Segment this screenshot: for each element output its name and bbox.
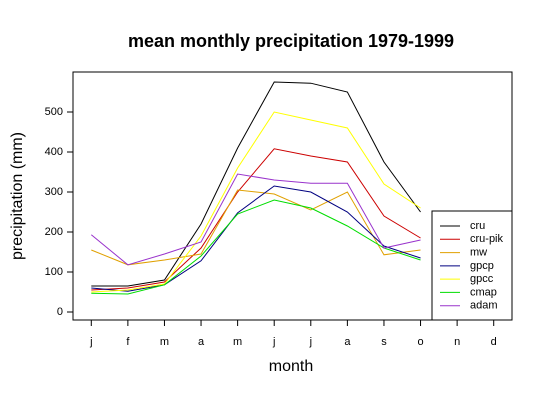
series-line	[90, 173, 421, 266]
x-tick-label: m	[233, 336, 242, 348]
series-line	[91, 185, 421, 292]
x-tick-label: j	[309, 336, 312, 348]
x-tick-label: a	[198, 336, 205, 348]
x-tick-label: d	[491, 336, 497, 348]
x-tick-label: f	[126, 336, 130, 348]
legend-label: cru	[470, 220, 485, 232]
legend-label: adam	[470, 300, 498, 312]
legend-label: cmap	[470, 286, 497, 298]
y-tick-label: 0	[57, 306, 63, 318]
x-tick-label: o	[417, 336, 423, 348]
y-tick-label: 500	[45, 106, 63, 118]
series-line	[91, 199, 421, 295]
x-tick-label: a	[344, 336, 351, 348]
y-tick-label: 400	[45, 146, 63, 158]
x-tick-label: s	[381, 336, 387, 348]
x-tick-label: m	[160, 336, 169, 348]
y-tick-label: 200	[45, 226, 63, 238]
series-line	[91, 111, 421, 293]
plot-frame	[72, 71, 513, 321]
series-line	[91, 148, 421, 291]
series-line	[91, 189, 421, 266]
legend-label: gpcc	[470, 273, 494, 285]
y-axis-label: precipitation (mm)	[9, 132, 26, 260]
x-tick-label: n	[454, 336, 460, 348]
y-tick-label: 100	[45, 266, 63, 278]
series-line	[91, 81, 421, 287]
chart-title: mean monthly precipitation 1979-1999	[128, 31, 454, 51]
legend-label: gpcp	[470, 260, 494, 272]
y-tick-label: 300	[45, 186, 63, 198]
legend-label: cru-pik	[470, 233, 504, 245]
x-tick-label: j	[89, 336, 92, 348]
legend-label: mw	[470, 246, 487, 258]
x-tick-label: j	[272, 336, 275, 348]
x-axis-label: month	[269, 358, 313, 375]
